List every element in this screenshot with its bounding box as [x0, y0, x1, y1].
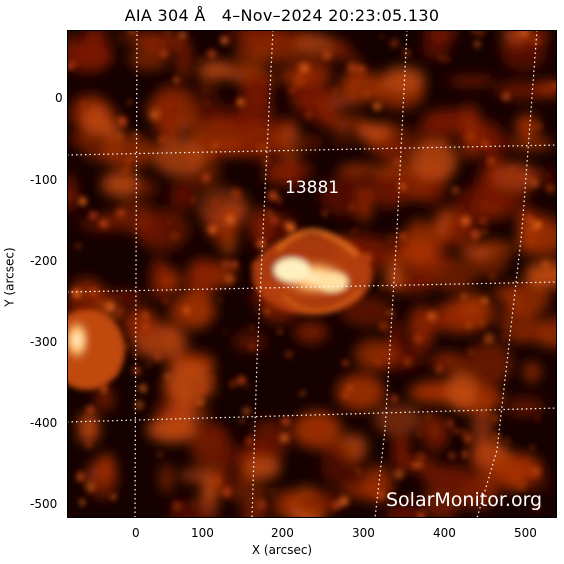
y-tick-label: -200: [30, 254, 58, 268]
y-tick-label: 0: [55, 91, 63, 105]
y-tick-label: -400: [30, 416, 58, 430]
x-axis-label: X (arcsec): [251, 543, 313, 557]
y-tick-label: -300: [30, 335, 58, 349]
watermark: SolarMonitor.org: [386, 489, 543, 511]
solar-image: 13881 SolarMonitor.org: [67, 30, 557, 518]
x-tick-label: 500: [514, 526, 537, 540]
x-tick-label: 200: [271, 526, 294, 540]
x-tick-label: 400: [433, 526, 456, 540]
x-tick-label: 100: [191, 526, 214, 540]
y-tick-label: -100: [30, 173, 58, 187]
x-tick-label: 300: [352, 526, 375, 540]
y-axis-label: Y (arcsec): [2, 247, 17, 307]
active-region-label: 13881: [285, 178, 340, 198]
x-tick-label: 0: [132, 526, 140, 540]
y-tick-label: -500: [30, 497, 58, 511]
heliographic-grid: [67, 30, 557, 518]
image-title: AIA 304 Å 4–Nov–2024 20:23:05.130: [124, 6, 440, 25]
sun-304-image: [67, 30, 557, 518]
